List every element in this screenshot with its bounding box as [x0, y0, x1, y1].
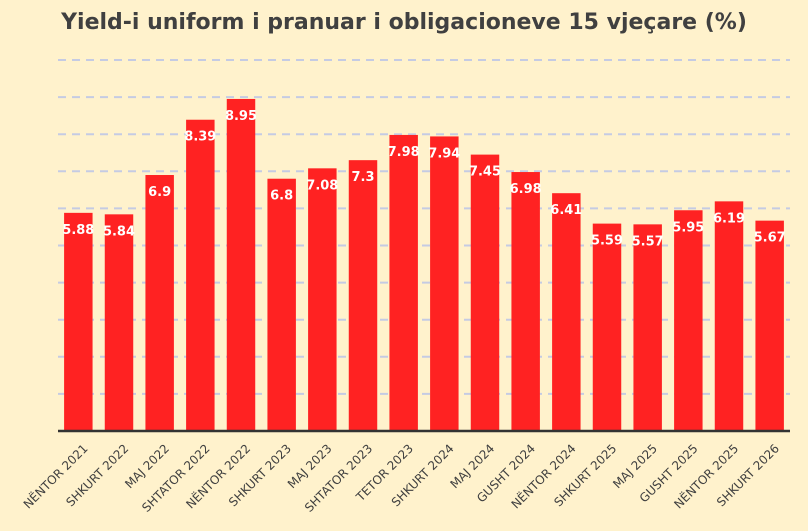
data-label: 7.08: [306, 178, 338, 193]
bar: [186, 119, 215, 431]
bar: [267, 178, 296, 431]
bar: [145, 175, 174, 431]
data-label: 5.67: [754, 231, 786, 246]
bar: [592, 223, 622, 431]
chart-title: Yield-i uniform i pranuar i obligacionev…: [61, 10, 747, 35]
bar: [633, 224, 662, 431]
data-label: 6.19: [713, 211, 745, 226]
data-label: 5.88: [62, 223, 94, 238]
bar: [226, 98, 256, 431]
bar: [64, 212, 93, 431]
bar: [470, 154, 500, 432]
data-label: 7.45: [469, 165, 501, 180]
data-label: 8.95: [225, 109, 257, 124]
data-label: 7.98: [388, 145, 420, 160]
bar: [308, 168, 337, 431]
bar: [552, 193, 581, 431]
bar: [430, 136, 459, 431]
data-label: 6.41: [550, 203, 582, 218]
data-label: 7.94: [428, 146, 460, 161]
data-label: 5.57: [632, 234, 664, 249]
data-label: 7.3: [351, 170, 374, 185]
data-label: 5.59: [591, 234, 623, 249]
data-label: 6.98: [510, 182, 542, 197]
bar: [348, 160, 378, 432]
bar: [104, 214, 134, 431]
data-label: 6.9: [148, 185, 171, 200]
data-label: 5.95: [672, 220, 704, 235]
bar: [755, 220, 784, 431]
bar: [389, 134, 418, 431]
bar: [674, 210, 703, 431]
data-label: 6.8: [270, 189, 293, 204]
data-label: 8.39: [184, 130, 216, 145]
data-label: 5.84: [103, 224, 135, 239]
bar: [511, 172, 540, 432]
bar: [714, 201, 744, 431]
